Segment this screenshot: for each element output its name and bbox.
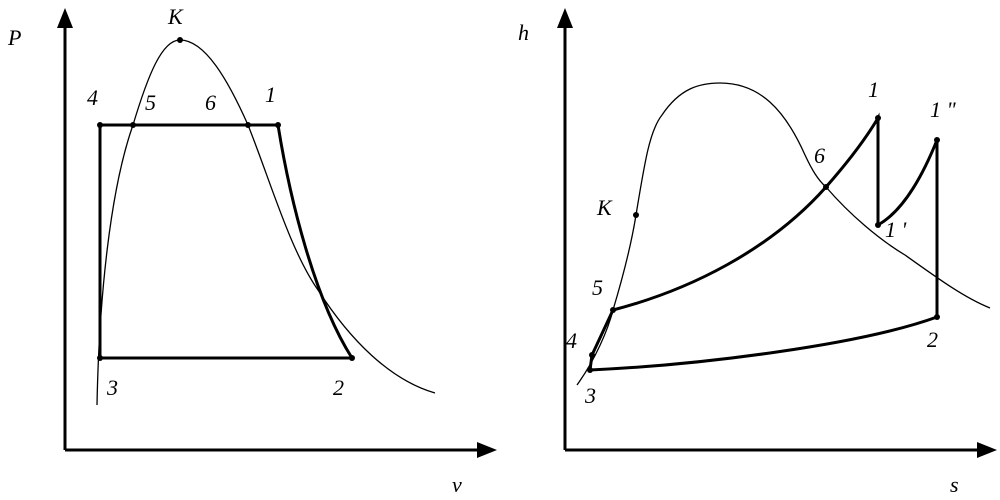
- state-dots: [587, 115, 940, 373]
- cycle: [98, 123, 355, 360]
- pv-diagram: P v K 4 5 6 1 3 2: [7, 4, 497, 497]
- point-label: 6: [205, 90, 216, 115]
- point-label: 4: [566, 328, 577, 353]
- cycle: [588, 112, 939, 372]
- point-label: 1 ": [930, 97, 957, 122]
- point-label: 4: [87, 85, 98, 110]
- point-label: 1: [868, 77, 879, 102]
- point-label: 1 ': [885, 217, 907, 242]
- state-dots: [97, 37, 355, 361]
- saturation-dome: [576, 82, 991, 386]
- point-label: 6: [814, 143, 825, 168]
- point-label: 3: [584, 383, 596, 408]
- hs-diagram: h s 1 1 " 6 K 1 ' 5 4 2 3: [518, 8, 997, 497]
- x-arrow: [977, 442, 997, 458]
- point-label: 1: [265, 82, 276, 107]
- point-label: 5: [592, 275, 603, 300]
- y-arrow: [557, 8, 573, 28]
- point-label: 2: [927, 327, 938, 352]
- x-arrow: [477, 442, 497, 458]
- point-label: K: [167, 4, 184, 29]
- point-label: 2: [333, 375, 344, 400]
- y-axis-label: P: [7, 25, 21, 50]
- point-label: K: [596, 195, 613, 220]
- x-axis-label: v: [452, 472, 462, 497]
- point-label: 3: [106, 375, 118, 400]
- point-label: 5: [145, 90, 156, 115]
- y-axis-label: h: [518, 20, 529, 45]
- y-arrow: [57, 8, 73, 28]
- saturation-dome: [96, 39, 436, 406]
- x-axis-label: s: [950, 472, 959, 497]
